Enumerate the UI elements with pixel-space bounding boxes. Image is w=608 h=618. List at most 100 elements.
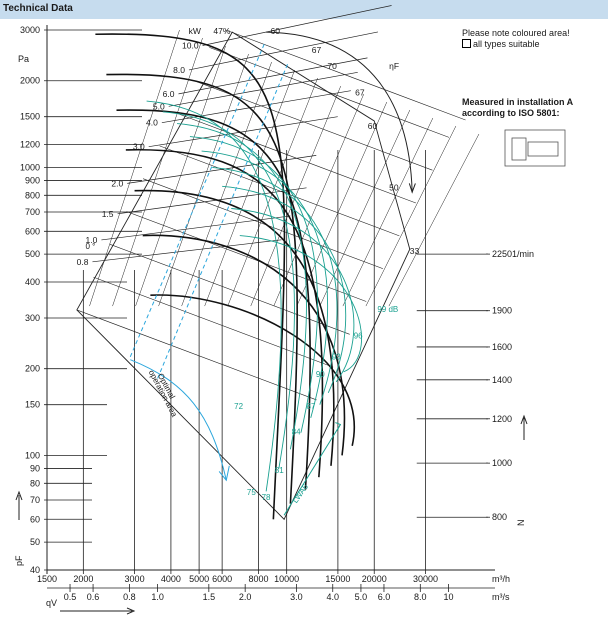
x-unit-m3h: m³/h <box>492 574 510 584</box>
x-tick-label-m3h: 1500 <box>37 574 57 584</box>
x-tick-label-m3h: 2000 <box>73 574 93 584</box>
y-tick-label: 2000 <box>20 76 40 86</box>
optimal-arrow <box>130 359 227 481</box>
efficiency-curve <box>177 123 307 450</box>
power-label: 6.0 <box>163 89 175 99</box>
power-label: 10.0 <box>182 41 199 51</box>
noise-label: 81 <box>275 466 284 475</box>
speed-unit-label: 1/min <box>512 249 534 259</box>
section-header: Technical Data <box>0 0 608 19</box>
y-tick-label: 90 <box>30 464 40 474</box>
all-types-label: all types suitable <box>473 39 540 49</box>
speed-curve <box>95 33 286 520</box>
y-tick-label: 800 <box>25 190 40 200</box>
noise-label: 84 <box>292 428 301 437</box>
x-tick-label-m3s: 5.0 <box>355 592 368 602</box>
power-label: 8.0 <box>173 65 185 75</box>
coloured-area-note: Please note coloured area! <box>462 28 570 38</box>
x-axis-label: qV <box>46 598 57 608</box>
optimal-boundary-left <box>129 42 266 357</box>
noise-label: 99 dB <box>377 305 398 314</box>
measured-line: Measured in installation A <box>462 97 574 107</box>
grid-ascending <box>204 69 295 307</box>
installation-icon-frame <box>504 129 566 167</box>
grid-ascending <box>342 117 434 307</box>
speed-label: 800 <box>492 512 507 522</box>
noise-label: 72 <box>234 402 243 411</box>
speed-axis-arrow <box>520 414 528 440</box>
grid-ascending <box>365 125 457 307</box>
power-line <box>188 31 379 71</box>
x-tick-label-m3s: 3.0 <box>290 592 303 602</box>
power-label: 0.8 <box>77 257 89 267</box>
y-tick-label: 600 <box>25 226 40 236</box>
y-tick-label: 150 <box>25 400 40 410</box>
grid-diagonal <box>126 211 367 302</box>
noise-label: 93 <box>332 353 341 362</box>
grid-diagonal <box>225 29 466 121</box>
installation-fan-icon <box>511 137 527 161</box>
lw-label: LWA6 <box>291 482 311 505</box>
x-tick-label-m3h: 8000 <box>248 574 268 584</box>
speed-label: 1900 <box>492 306 512 316</box>
power-label: 3.0 <box>133 142 145 152</box>
grid-ascending <box>89 29 180 307</box>
optimal-arrowhead <box>218 465 230 482</box>
all-types-legend: all types suitable <box>462 39 602 50</box>
noise-label: 78 <box>262 493 271 502</box>
grid-ascending <box>388 133 480 307</box>
power-label: 1.5 <box>102 209 114 219</box>
y-tick-label: 60 <box>30 514 40 524</box>
installation-duct-icon <box>527 141 559 157</box>
x-unit-m3s: m³/s <box>492 592 510 602</box>
speed-label: 1200 <box>492 414 512 424</box>
iso-line: according to ISO 5801: <box>462 108 560 118</box>
x-tick-label-m3h: 3000 <box>125 574 145 584</box>
lw-arrowhead <box>335 422 342 431</box>
speed-label: 1600 <box>492 342 512 352</box>
y-tick-label: 500 <box>25 249 40 259</box>
section-title: Technical Data <box>3 3 73 14</box>
y-unit-label: Pa <box>18 54 29 64</box>
grid-diagonal <box>159 145 400 237</box>
x-tick-label-m3s: 0.5 <box>64 592 77 602</box>
legend-box-icon <box>462 39 471 48</box>
y-tick-label: 400 <box>25 277 40 287</box>
speed-curve <box>125 149 324 478</box>
speed-curve <box>106 73 298 504</box>
x-tick-label-m3s: 1.5 <box>203 592 216 602</box>
efficiency-label: 67 <box>355 87 365 97</box>
power-line <box>92 239 282 263</box>
power-label: 1.0 <box>86 235 98 245</box>
x-tick-label-m3s: 0.6 <box>87 592 100 602</box>
y-tick-label: 1200 <box>20 140 40 150</box>
power-line <box>148 116 338 148</box>
efficiency-curve <box>212 166 338 405</box>
efficiency-curve <box>231 208 355 383</box>
power-label: 4.0 <box>146 118 158 128</box>
grid-diagonal <box>76 309 317 401</box>
efficiency-arrowhead <box>408 183 416 194</box>
speed-axis-label: N <box>516 520 526 527</box>
speed-curve <box>116 109 311 490</box>
power-label: 5.0 <box>153 101 165 111</box>
grid-ascending <box>227 77 318 307</box>
noise-label: 96 <box>354 331 363 340</box>
y-tick-label: 3000 <box>20 25 40 35</box>
noise-label: 87 <box>307 402 316 411</box>
colour-note: Please note coloured area! all types sui… <box>462 28 602 50</box>
y-tick-label: 70 <box>30 495 40 505</box>
power-line <box>178 57 368 95</box>
efficiency-curve <box>201 150 328 418</box>
grid-ascending <box>273 93 365 307</box>
y-axis-arrow <box>15 490 23 520</box>
optimal-boundary-right <box>157 63 289 379</box>
power-line <box>117 187 307 215</box>
efficiency-label: 67 <box>312 45 322 55</box>
eta-label: ηF <box>389 61 399 71</box>
power-label: 2.0 <box>111 178 123 188</box>
y-tick-label: 1500 <box>20 112 40 122</box>
power-line <box>168 71 358 107</box>
efficiency-label: 33 <box>410 246 420 256</box>
